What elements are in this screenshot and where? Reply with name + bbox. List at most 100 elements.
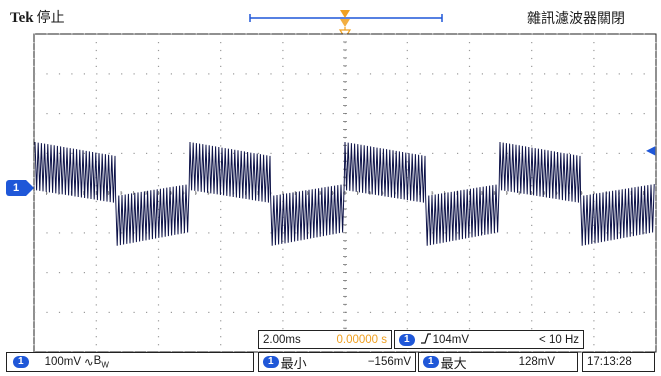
channel1-ground-marker[interactable]: 1: [6, 180, 34, 196]
grid-dot: [46, 272, 48, 274]
grid-dot: [481, 272, 483, 274]
grid-dot: [33, 288, 35, 290]
grid-dot: [183, 33, 185, 35]
grid-dot: [655, 105, 657, 107]
grid-dot: [382, 192, 384, 194]
noise-filter-status: 雜訊濾波器關閉: [527, 11, 625, 27]
grid-dot: [95, 344, 97, 346]
measurement-min[interactable]: 1 最小 −156mV: [258, 352, 416, 372]
grid-dot: [95, 185, 97, 187]
grid-dot: [556, 232, 558, 234]
grid-dot: [655, 89, 657, 91]
grid-dot: [394, 232, 396, 234]
grid-dot: [394, 113, 396, 115]
grid-dot: [468, 161, 471, 163]
grid-dot: [544, 311, 546, 313]
grid-dot: [282, 296, 284, 298]
grid-dot: [357, 73, 359, 75]
grid-dot: [257, 311, 260, 313]
grid-dot: [157, 336, 160, 338]
grid-dot: [344, 280, 346, 282]
grid-dot: [369, 232, 372, 234]
grid-dot: [295, 232, 297, 234]
grid-dot: [233, 232, 235, 234]
grid-dot: [531, 248, 533, 250]
grid-dot: [220, 137, 222, 139]
grid-dot: [593, 113, 595, 115]
grid-dot: [406, 208, 408, 211]
grid-dot: [593, 42, 595, 44]
channel1-readout[interactable]: 1 100mV ∿ BW: [6, 352, 254, 372]
grid-dot: [655, 320, 657, 322]
grid-dot: [208, 311, 210, 313]
grid-dot: [307, 33, 309, 35]
grid-dot: [519, 113, 521, 115]
grid-dot: [444, 73, 446, 75]
grid-dot: [394, 311, 396, 313]
grid-dot: [568, 113, 571, 115]
grid-dot: [655, 216, 657, 218]
trigger-readout[interactable]: 1 104mV < 10 Hz: [394, 330, 584, 349]
measurement-max[interactable]: 1 最大 128mV: [418, 352, 578, 372]
grid-dot: [369, 272, 372, 274]
grid-dot: [95, 208, 97, 211]
grid-dot: [394, 192, 396, 194]
grid-dot: [46, 232, 48, 234]
grid-dot: [344, 224, 346, 226]
grid-dot: [220, 256, 222, 258]
grid-dot: [108, 113, 110, 115]
grid-dot: [468, 121, 471, 123]
grid-dot: [96, 232, 98, 234]
grid-dot: [58, 272, 61, 274]
grid-dot: [481, 192, 483, 194]
grid-dot: [406, 105, 408, 107]
grid-dot: [295, 73, 297, 75]
grid-dot: [468, 169, 471, 171]
grid-dot: [282, 57, 284, 60]
grid-dot: [95, 49, 97, 52]
grid-dot: [593, 344, 595, 346]
grid-dot: [158, 192, 160, 194]
grid-dot: [494, 152, 496, 154]
grid-dot: [157, 161, 160, 163]
grid-dot: [394, 152, 396, 154]
grid-dot: [432, 272, 434, 274]
timebase-readout[interactable]: 2.00ms 0.00000 s: [258, 330, 392, 349]
grid-dot: [406, 161, 408, 163]
grid-dot: [220, 304, 222, 306]
grid-dot: [655, 240, 657, 242]
grid-dot: [469, 73, 471, 75]
grid-dot: [655, 49, 657, 52]
grid-dot: [593, 57, 595, 60]
grid-dot: [593, 328, 595, 330]
grid-dot: [245, 113, 247, 115]
grid-dot: [655, 137, 657, 139]
grid-dot: [481, 311, 483, 313]
grid-dot: [406, 42, 408, 44]
grid-dot: [531, 89, 533, 91]
measurement-min-channel: 1: [263, 356, 279, 368]
grid-dot: [419, 232, 421, 234]
grid-dot: [220, 105, 222, 107]
grid-dot: [46, 113, 48, 115]
grid-dot: [531, 81, 533, 83]
grid-dot: [157, 200, 160, 203]
grid-dot: [320, 113, 322, 115]
grid-dot: [556, 33, 558, 35]
grid-dot: [220, 89, 222, 91]
grid-dot: [655, 65, 657, 67]
grid-dot: [233, 113, 235, 115]
grid-dot: [208, 73, 210, 75]
grid-dot: [494, 192, 496, 194]
grid-dot: [468, 256, 471, 258]
grid-dot: [655, 224, 657, 226]
grid-dot: [257, 232, 260, 234]
trigger-level-marker[interactable]: ◀: [646, 143, 656, 157]
grid-dot: [344, 185, 346, 187]
grid-dot: [220, 42, 222, 44]
grid-dot: [33, 42, 35, 44]
grid-dot: [33, 200, 35, 203]
grid-dot: [556, 311, 558, 313]
grid-dot: [432, 152, 434, 154]
grid-dot: [593, 65, 595, 67]
